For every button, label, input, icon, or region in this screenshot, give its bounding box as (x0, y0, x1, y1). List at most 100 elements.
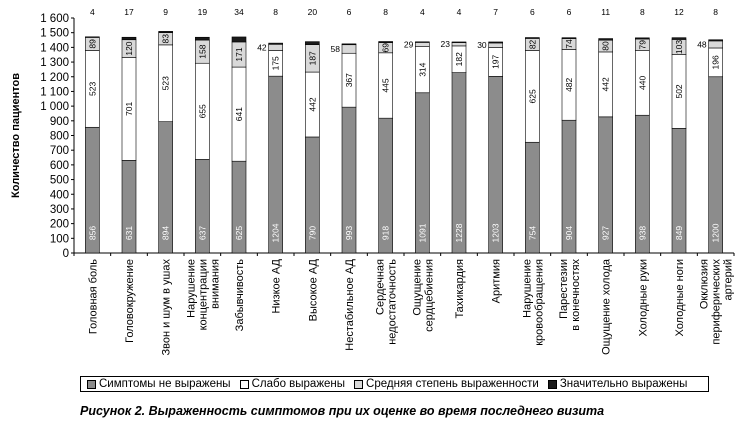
legend-swatch (239, 379, 249, 389)
y-tick-label: 700 (50, 145, 69, 157)
bar-segment (341, 44, 357, 54)
data-label: 849 (674, 226, 684, 240)
data-label: 11 (601, 7, 610, 17)
legend-label: Значительно выражены (559, 378, 688, 390)
x-category-label: Аритмия (491, 259, 503, 303)
bar-segment (305, 41, 320, 45)
legend-label: Слабо выражены (251, 378, 346, 390)
data-label: 8 (713, 7, 718, 17)
x-category-label: Тахикардия (454, 259, 466, 319)
legend-item-severe: Значительно выражены (547, 378, 688, 390)
legend-item-not-expressed: Симптомы не выражены (87, 378, 231, 390)
bar-segment (451, 41, 467, 43)
data-label: 34 (234, 7, 244, 17)
data-label: 6 (347, 7, 352, 17)
data-label: 625 (527, 89, 537, 103)
data-label: 754 (527, 226, 537, 240)
bar-segment (341, 43, 357, 46)
bar-segment (415, 41, 430, 43)
data-label: 1200 (711, 223, 721, 242)
y-tick-label: 1 600 (40, 13, 69, 25)
legend-swatch (354, 379, 364, 389)
bar-segment (195, 36, 210, 41)
data-label: 30 (477, 40, 487, 50)
data-label: 8 (640, 7, 645, 17)
bar-segment (671, 37, 687, 40)
x-category-label: Ощущение (411, 259, 423, 316)
bar-segment (451, 42, 467, 47)
y-tick-label: 900 (50, 116, 69, 128)
x-category-label: концентрации (197, 259, 209, 330)
y-tick-label: 1 400 (40, 42, 69, 54)
data-label: 175 (271, 56, 281, 70)
data-label: 8 (383, 7, 388, 17)
y-tick-label: 1 200 (40, 72, 69, 84)
x-category-label: Головная боль (87, 259, 99, 334)
y-tick-label: 200 (50, 219, 69, 231)
figure-caption: Рисунок 2. Выраженность симптомов при их… (80, 404, 605, 418)
x-category-label: Звон и шум в ушах (161, 259, 173, 356)
y-tick-label: 400 (50, 189, 69, 201)
data-label: 442 (307, 97, 317, 111)
data-label: 701 (124, 101, 134, 115)
chart-legend: Симптомы не выражены Слабо выражены Сред… (80, 376, 709, 392)
data-label: 523 (161, 76, 171, 90)
data-label: 42 (257, 42, 267, 52)
data-label: 442 (601, 77, 611, 91)
bar-segment (378, 41, 393, 43)
bar-segment (231, 36, 247, 43)
data-label: 502 (674, 84, 684, 98)
x-category-label: кровообращения (533, 259, 545, 346)
y-tick-label: 1 000 (40, 101, 69, 113)
data-label: 171 (234, 47, 244, 61)
data-label: 631 (124, 226, 134, 240)
data-label: 79 (637, 40, 647, 50)
data-label: 904 (564, 226, 574, 240)
data-label: 314 (417, 62, 427, 76)
data-label: 790 (307, 226, 317, 240)
data-label: 523 (87, 82, 97, 96)
data-label: 29 (404, 40, 414, 50)
bar-segment (635, 37, 650, 40)
data-label: 482 (564, 77, 574, 91)
x-category-label: Холодные ноги (674, 259, 686, 336)
x-category-label: Высокое АД (307, 258, 319, 321)
bar-segment (708, 40, 723, 49)
data-label: 4 (90, 7, 95, 17)
data-label: 103 (674, 40, 684, 54)
y-tick-label: 1 100 (40, 86, 69, 98)
y-axis-title: Количество пациентов (10, 73, 22, 198)
x-category-label: внимания (209, 259, 221, 309)
data-label: 9 (163, 7, 168, 17)
data-label: 918 (381, 226, 391, 240)
legend-label: Симптомы не выражены (99, 378, 231, 390)
x-category-label: сердцебиения (423, 259, 435, 332)
data-label: 17 (124, 7, 134, 17)
data-label: 20 (308, 7, 318, 17)
data-label: 80 (601, 41, 611, 51)
data-label: 625 (234, 226, 244, 240)
data-label: 58 (331, 44, 341, 54)
y-tick-label: 0 (63, 248, 69, 260)
x-category-label: периферических (711, 259, 723, 345)
data-label: 182 (454, 52, 464, 66)
y-tick-label: 1 500 (40, 28, 69, 40)
x-category-label: Головокружение (124, 259, 136, 343)
data-label: 1091 (417, 223, 427, 242)
data-label: 158 (197, 44, 207, 58)
bar-segment (525, 37, 540, 39)
legend-item-moderate: Средняя степень выраженности (354, 378, 539, 390)
x-category-label: артерий (723, 259, 735, 300)
data-label: 82 (527, 39, 537, 49)
legend-swatch (87, 379, 96, 389)
bar-segment (488, 42, 503, 48)
legend-label: Средняя степень выраженности (366, 378, 539, 390)
data-label: 187 (307, 51, 317, 65)
data-label: 6 (530, 7, 535, 17)
y-tick-label: 100 (50, 233, 69, 245)
data-label: 120 (124, 41, 134, 55)
data-label: 927 (601, 226, 611, 240)
data-label: 69 (381, 43, 391, 53)
data-label: 637 (197, 226, 207, 240)
